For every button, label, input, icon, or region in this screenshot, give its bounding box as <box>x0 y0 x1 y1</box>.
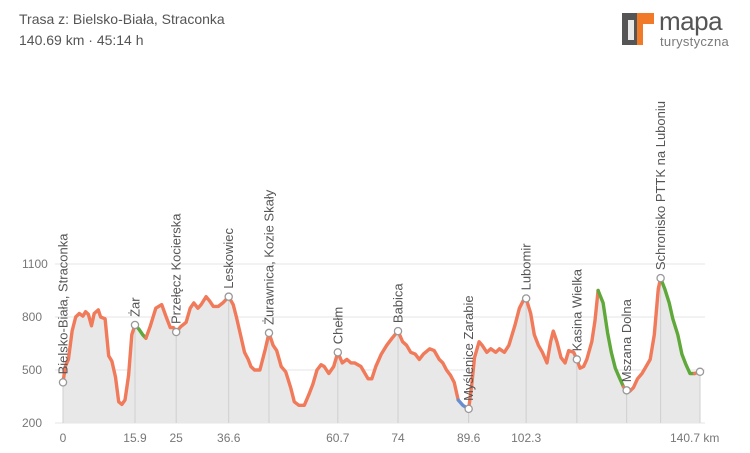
logo-text-turystyczna: turystyczna <box>660 34 730 49</box>
waypoint-label-7: Myślenice Zarabie <box>461 295 476 401</box>
y-tick-label-800: 800 <box>22 310 42 324</box>
waypoint-label-8: Lubomir <box>519 243 534 291</box>
y-tick-label-200: 200 <box>22 416 42 430</box>
waypoint-point-9 <box>572 355 582 364</box>
x-tick-label-1: 15.9 <box>123 431 147 445</box>
waypoint-label-11: Schronisko PTTK na Luboniu <box>653 101 668 270</box>
waypoint-point-0 <box>58 378 68 387</box>
waypoint-label-5: Chełm <box>330 307 345 345</box>
waypoint-label-4: Żurawnica, Kozie Skały <box>262 189 277 325</box>
waypoint-point-5 <box>333 348 343 357</box>
x-tick-label-8: 140.7 km <box>670 431 719 445</box>
mapa-turystyczna-logo[interactable]: mapa turystyczna <box>619 6 741 50</box>
waypoint-point-4 <box>264 328 274 338</box>
waypoint-point-1 <box>130 320 140 330</box>
elevation-area-fill <box>63 278 700 423</box>
y-tick-label-1100: 1100 <box>22 257 48 271</box>
waypoint-label-10: Mszana Dolna <box>619 298 634 382</box>
route-stats: 140.69 km · 45:14 h <box>19 32 144 48</box>
x-tick-label-0: 0 <box>60 431 67 445</box>
x-tick-label-6: 89.6 <box>457 431 481 445</box>
x-tick-label-3: 36.6 <box>217 431 241 445</box>
waypoint-point-12 <box>695 367 705 377</box>
waypoint-point-11 <box>656 273 665 283</box>
x-tick-label-5: 74 <box>391 431 405 445</box>
elevation-line-segment-7 <box>658 276 697 376</box>
waypoint-point-7 <box>464 404 473 414</box>
waypoint-label-2: Przełęcz Kocierska <box>169 213 184 324</box>
elevation-line-segment-2 <box>144 295 460 407</box>
route-title: Trasa z: Bielsko-Biała, Straconka <box>19 11 225 27</box>
elevation-line-segment-0 <box>61 308 137 407</box>
waypoint-point-2 <box>171 327 181 337</box>
waypoint-label-6: Babica <box>391 283 406 324</box>
waypoint-label-0: Bielsko-Biała, Straconka <box>56 233 71 375</box>
x-tick-label-7: 102.3 <box>511 431 541 445</box>
y-tick-label-500: 500 <box>22 363 42 377</box>
route-header: Trasa z: Bielsko-Biała, Straconka 140.69… <box>19 10 225 50</box>
x-tick-label-4: 60.7 <box>326 431 350 445</box>
logo-text-mapa: mapa <box>659 6 723 36</box>
x-tick-label-2: 25 <box>170 431 184 445</box>
waypoint-label-1: Żar <box>128 297 143 317</box>
waypoint-label-3: Leskowiec <box>221 228 236 289</box>
waypoint-point-6 <box>393 326 403 336</box>
waypoint-point-10 <box>622 386 631 395</box>
elevation-line-segment-4 <box>467 288 600 411</box>
waypoint-point-3 <box>224 292 233 301</box>
elevation-line-segment-5 <box>596 288 626 389</box>
map-logo-icon <box>622 13 654 45</box>
waypoint-label-9: Kasina Wielka <box>569 268 584 351</box>
waypoint-point-8 <box>521 294 531 303</box>
